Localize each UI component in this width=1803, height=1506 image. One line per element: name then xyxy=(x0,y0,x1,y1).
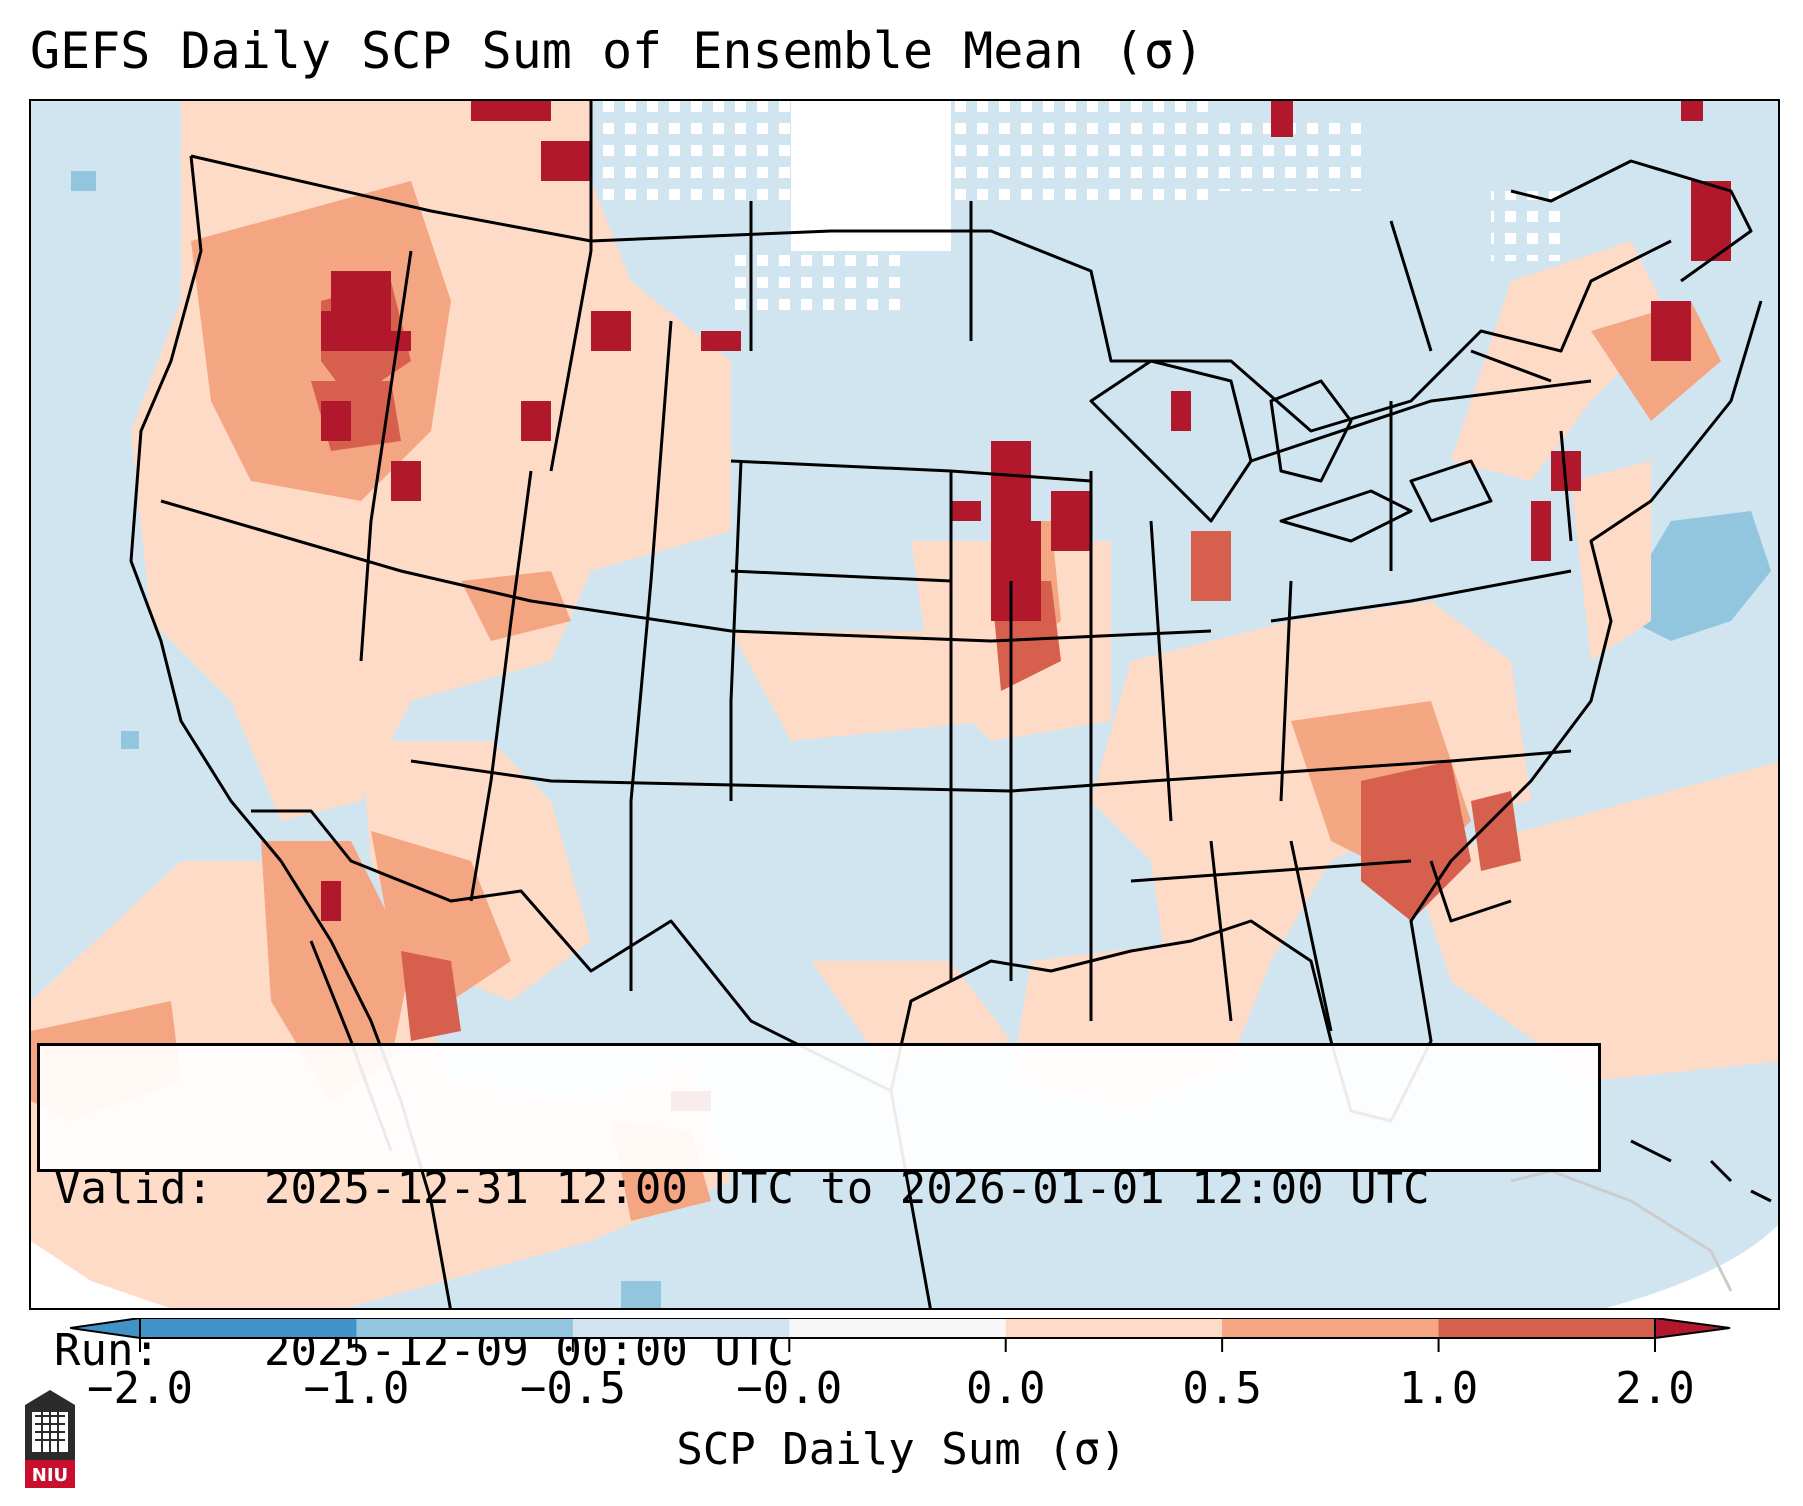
university-seal-icon: NIU xyxy=(25,1390,75,1488)
valid-label: Valid: xyxy=(54,1163,213,1214)
colorbar-segment xyxy=(1222,1318,1440,1338)
colorbar-segment xyxy=(789,1318,1007,1338)
colorbar-tick-label: −0.5 xyxy=(519,1363,626,1414)
colorbar-extend-low xyxy=(70,1318,141,1340)
colorbar-label: SCP Daily Sum (σ) xyxy=(676,1424,1127,1475)
colorbar-extend-high xyxy=(1654,1318,1731,1340)
colorbar xyxy=(70,1318,1731,1352)
logo-text: NIU xyxy=(32,1465,68,1486)
valid-time-box: Valid: 2025-12-31 12:00 UTC to 2026-01-01… xyxy=(37,1043,1601,1376)
colorbar-tick-label: 0.0 xyxy=(965,1363,1046,1414)
colorbar-segment xyxy=(1005,1318,1223,1338)
extreme-positive-anomaly xyxy=(321,101,1731,1111)
valid-row: Valid: 2025-12-31 12:00 UTC to 2026-01-01… xyxy=(54,1162,1598,1216)
negative-anomaly xyxy=(71,171,1771,1308)
colorbar-segment xyxy=(140,1318,357,1338)
colorbar-tick-label: 1.0 xyxy=(1398,1363,1479,1414)
valid-value: 2025-12-31 12:00 UTC to 2026-01-01 12:00… xyxy=(264,1163,1430,1214)
colorbar-segment xyxy=(1438,1318,1656,1338)
colorbar-tick-label: −0.0 xyxy=(736,1363,843,1414)
colorbar-tick-label: −2.0 xyxy=(87,1363,193,1414)
colorbar-segment xyxy=(572,1318,790,1338)
colorbar-segment xyxy=(356,1318,574,1338)
colorbar-tick-label: 2.0 xyxy=(1615,1363,1695,1414)
neutral-region xyxy=(591,101,1571,311)
colorbar-tick-label: 0.5 xyxy=(1182,1363,1262,1414)
colorbar-tick-label: −1.0 xyxy=(303,1363,410,1414)
page-title: GEFS Daily SCP Sum of Ensemble Mean (σ) xyxy=(30,22,1204,80)
